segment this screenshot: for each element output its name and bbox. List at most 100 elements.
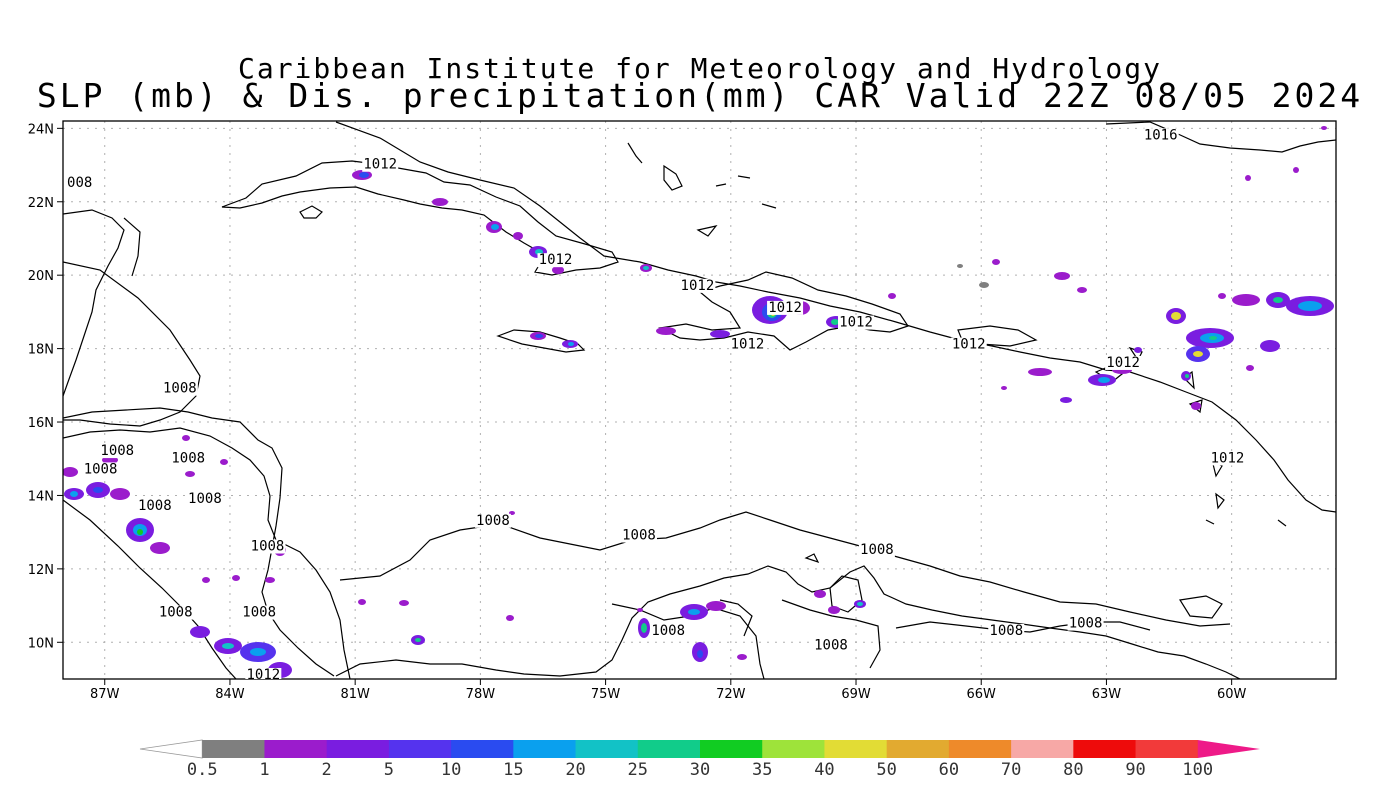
isobar-label: 1008: [84, 461, 118, 477]
isobar-label-bg: [1209, 451, 1246, 466]
grid-lines: [63, 121, 1336, 679]
coastline-bahamas-1: [627, 142, 643, 164]
coastline-aruba: [804, 553, 820, 564]
coastline-panama: [335, 565, 1241, 679]
isobar-label: 1008: [138, 498, 172, 514]
colorbar-swatch: [575, 740, 639, 758]
isobar-label: 1012: [681, 278, 715, 294]
coastline-bahamas-6: [737, 175, 751, 179]
x-axis: 87W 84W 81W 78W 75W 72W 69W 66W 63W 60W: [90, 679, 1246, 702]
colorbar-swatch: [326, 740, 390, 758]
isobar-label: 1008: [171, 450, 205, 466]
colorbar-label: 50: [876, 760, 896, 780]
isobar-label-bg: [474, 513, 511, 528]
isobar-label: 1008: [814, 638, 848, 654]
isobar-label: 1008: [159, 605, 193, 621]
coastline-pacific: [63, 499, 237, 679]
precipitation-field: [63, 126, 1334, 678]
colorbar-label: 20: [565, 760, 585, 780]
isobar-label-bg: [362, 157, 399, 172]
isobar-label: 1012: [839, 315, 873, 331]
coastline-yucatan-east: [123, 217, 141, 277]
x-tick-label: 60W: [1217, 687, 1247, 702]
x-tick-label: 63W: [1092, 687, 1122, 702]
coastline-antilles-8: [1277, 519, 1287, 527]
isobar-label: 1008: [100, 443, 134, 459]
colorbar-swatch: [1135, 740, 1199, 758]
isobar-1016: [1105, 121, 1336, 153]
isobar-label-bg: [858, 543, 895, 558]
coastline-yucatan: [63, 209, 125, 397]
isobar-label: 1012: [1106, 355, 1140, 371]
colorbar-label: 80: [1063, 760, 1083, 780]
colorbar-swatch: [202, 740, 265, 758]
isobar-label-bg: [136, 499, 173, 514]
isobar-label: 1008: [476, 513, 510, 529]
colorbar-label: 10: [441, 760, 461, 780]
colorbar-swatch-low: [139, 739, 203, 759]
isobar-label-bg: [650, 623, 687, 638]
colorbar-swatch: [762, 740, 825, 758]
colorbar-label: 40: [814, 760, 834, 780]
isobar-label: 1012: [768, 300, 802, 316]
isobar-label-bg: [812, 638, 849, 653]
isobar-1008-west: [63, 427, 351, 679]
isobar-label: 1012: [952, 337, 986, 353]
isobar-1008-maracaibo: [781, 599, 881, 669]
isobar-label-bg: [99, 444, 136, 459]
isobar-label-bg: [767, 300, 804, 315]
colorbar-swatch: [513, 740, 577, 758]
isobar-label: 1008: [860, 542, 894, 558]
isobar-label: 1008: [989, 623, 1023, 639]
isobar-label-bg: [838, 315, 875, 330]
chart-title-line2: SLP (mb) & Dis. precipitation(mm) CAR Va…: [36, 76, 1364, 115]
coastlines: [63, 142, 1287, 679]
colorbar-swatch: [948, 740, 1012, 758]
isobar-labels: 008 1012 1016 1012 1012 1012 1012 1012 1012 1012 1…: [65, 127, 1246, 683]
isobar-label-bg: [679, 278, 716, 293]
x-tick-label: 69W: [841, 687, 871, 702]
isobar-label-bg: [1142, 128, 1179, 143]
isobar-label-bg: [537, 253, 574, 268]
isobar-label: 1012: [539, 252, 573, 268]
colorbar-label: 90: [1125, 760, 1145, 780]
plot-frame: [62, 120, 1337, 680]
y-tick-label: 10N: [28, 636, 54, 651]
x-tick-label: 78W: [466, 687, 496, 702]
coastline-guajira: [829, 575, 863, 613]
coastline-trinidad: [1179, 595, 1223, 619]
colorbar-label: 15: [503, 760, 523, 780]
isobar-label-bg: [1105, 355, 1142, 370]
x-tick-label: 75W: [591, 687, 621, 702]
colorbar-swatch: [1073, 740, 1137, 758]
coastline-isle-of-youth: [299, 205, 323, 219]
isobar-label: 1008: [188, 491, 222, 507]
isobar-label-bg: [82, 462, 119, 477]
isobar-label-bg: [241, 605, 278, 620]
colorbar-label: 5: [384, 760, 394, 780]
coastline-hispaniola: [658, 271, 909, 351]
isobar-label: 1012: [1211, 450, 1245, 466]
isobar-label-bg: [157, 605, 194, 620]
isobar-label-bg: [1067, 616, 1104, 631]
isobar-label: 1008: [651, 623, 685, 639]
colorbar-swatch: [1011, 740, 1074, 758]
isobar-label-bg: [161, 381, 198, 396]
coastline-bahamas-2: [663, 164, 683, 191]
isobar-label-bg: [249, 539, 286, 554]
y-tick-label: 14N: [28, 489, 54, 504]
isobar-label-bg: [186, 491, 223, 506]
colorbar-label: 1: [259, 760, 269, 780]
y-axis: 24N 22N 20N 18N 16N 14N 12N 10N: [28, 122, 63, 651]
isobar-label-bg: [950, 337, 987, 352]
isobar-label: 1008: [242, 605, 276, 621]
colorbar-swatch-high: [1197, 740, 1260, 758]
coastline-jamaica: [496, 329, 586, 353]
colorbar-label: 30: [690, 760, 710, 780]
isobar-label: 1012: [246, 667, 280, 683]
isobar-label: 1008: [163, 381, 197, 397]
colorbar-swatch: [700, 740, 763, 758]
x-tick-label: 87W: [90, 687, 120, 702]
isobar-label: 1016: [1144, 127, 1178, 143]
colorbar-swatch: [451, 740, 514, 758]
